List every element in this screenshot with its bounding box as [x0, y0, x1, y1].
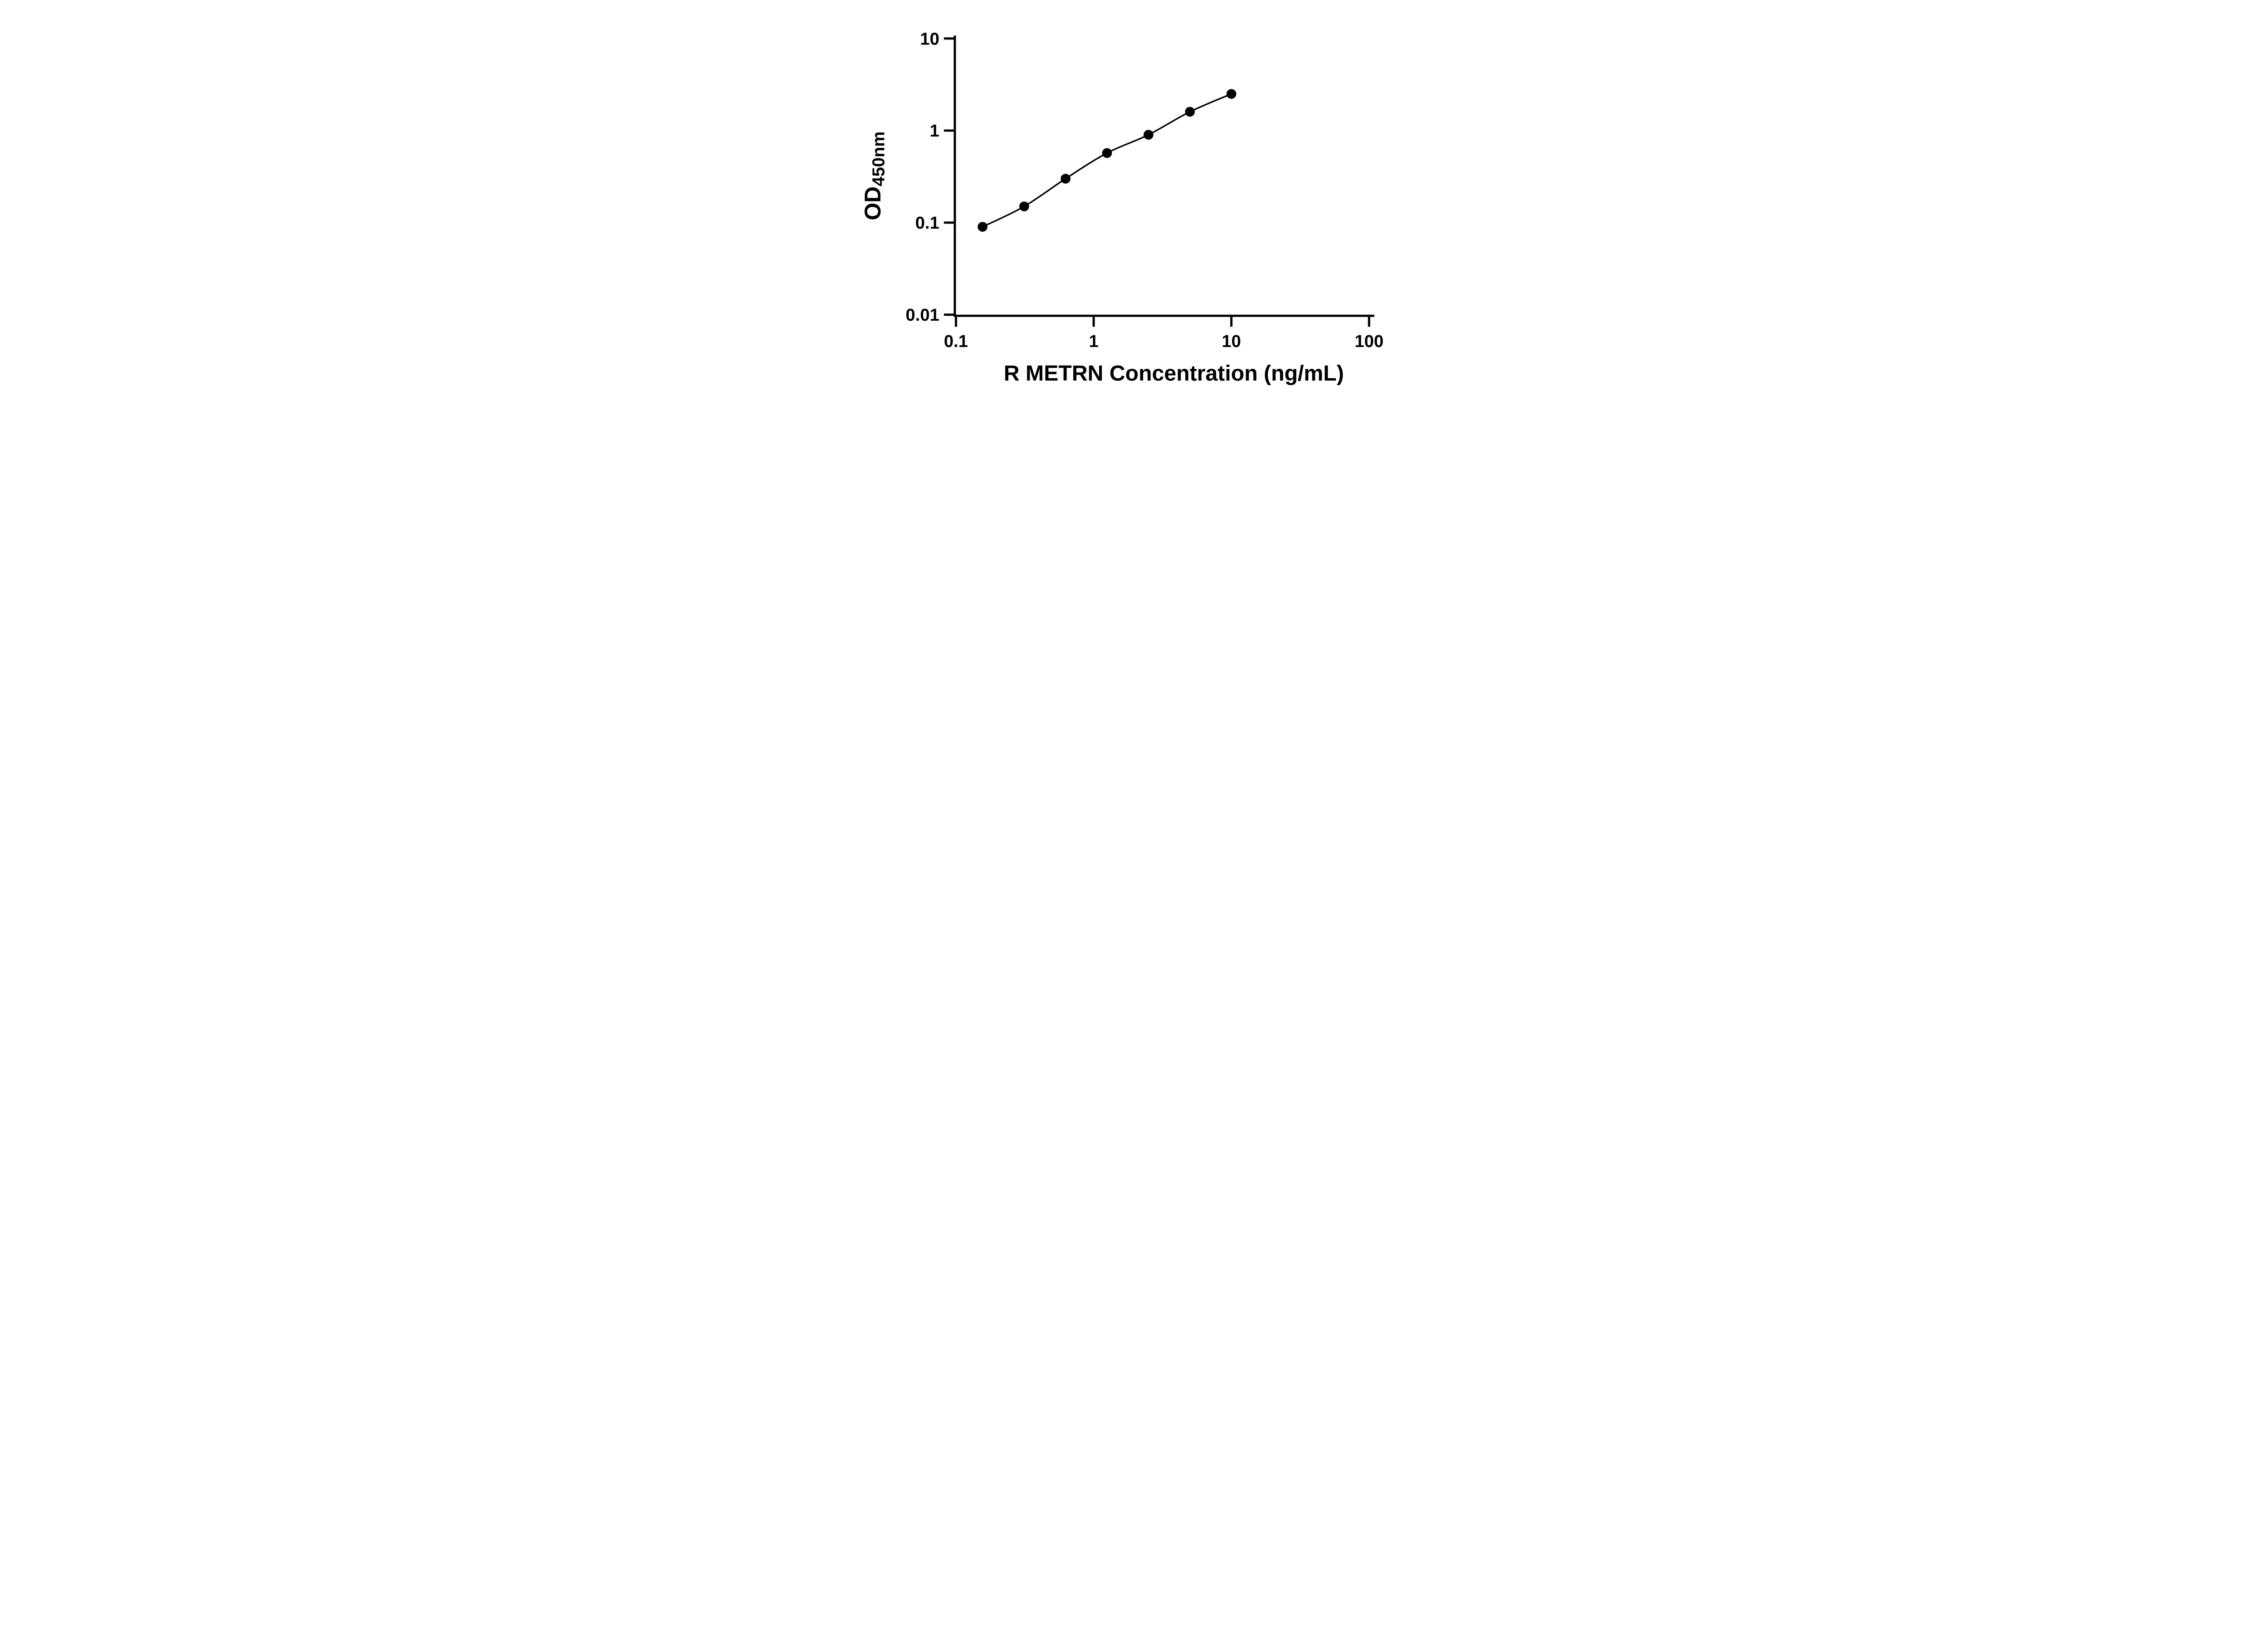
data-point-marker	[1019, 201, 1029, 211]
elisa-standard-curve-figure: 0.01 0.1 1 10 0.1 1 10 100 R METRN Concentration…	[843, 0, 1426, 408]
data-point-marker	[1143, 130, 1154, 140]
data-point-marker	[1184, 107, 1195, 117]
x-axis-title: R METRN Concentration (ng/mL)	[1003, 361, 1344, 386]
data-point-marker	[977, 222, 987, 232]
data-point-marker	[1102, 148, 1112, 158]
data-point-marker	[1226, 89, 1236, 99]
page-background: 0.01 0.1 1 10 0.1 1 10 100 R METRN Concentration…	[842, 0, 1426, 408]
y-axis-title: OD450nm	[860, 132, 888, 220]
y-tick-label: 1	[929, 121, 939, 141]
x-tick-label: 0.1	[943, 332, 968, 351]
x-tick-label: 1	[1089, 332, 1098, 351]
x-tick-label: 10	[1222, 332, 1241, 351]
y-tick-label: 0.1	[915, 213, 939, 233]
y-tick-label: 0.01	[905, 305, 939, 325]
data-point-marker	[1060, 174, 1070, 184]
y-tick-label: 10	[920, 29, 939, 49]
x-tick-label: 100	[1354, 332, 1383, 351]
